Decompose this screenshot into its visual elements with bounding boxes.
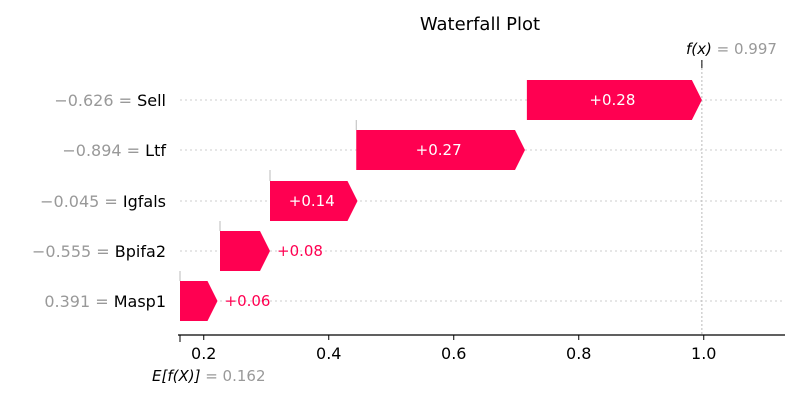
feature-value: −0.045 =: [40, 192, 123, 211]
base-value-label: E[f(X)]: [152, 367, 205, 385]
x-tick-label: 0.2: [191, 344, 216, 363]
waterfall-bar-sell: [526, 80, 702, 120]
feature-value: −0.626 =: [54, 91, 137, 110]
bar-value-label: +0.06: [225, 292, 271, 310]
waterfall-bar-bpifa2: [220, 231, 270, 271]
feature-label: 0.391 = Masp1: [44, 292, 166, 311]
x-tick-label: 0.6: [441, 344, 466, 363]
bar-value-label: +0.27: [416, 141, 462, 159]
feature-name: Masp1: [114, 292, 166, 311]
bar-value-label: +0.08: [277, 242, 323, 260]
x-tick-label: 0.8: [566, 344, 591, 363]
x-tick-label: 0.4: [316, 344, 341, 363]
feature-value: 0.391 =: [44, 292, 113, 311]
feature-name: Bpifa2: [115, 242, 166, 261]
feature-name: Ltf: [145, 141, 166, 160]
waterfall-bar-igfals: [270, 181, 358, 221]
feature-value: −0.894 =: [62, 141, 145, 160]
feature-label: −0.626 = Sell: [54, 91, 166, 110]
bar-value-label: +0.14: [289, 192, 335, 210]
waterfall-bar-ltf: [356, 130, 525, 170]
feature-name: Igfals: [123, 192, 166, 211]
output-value-text: = 0.997: [717, 40, 777, 58]
bars-layer: +0.28 +0.27 +0.14 +0.08 +0.06: [179, 80, 702, 321]
x-axis: 0.2 0.4 0.6 0.8 1.0: [178, 334, 785, 363]
waterfall-bar-masp1: [180, 281, 218, 321]
output-value-annotation: f(x) = 0.997: [686, 40, 777, 58]
feature-labels: −0.626 = Sell −0.894 = Ltf −0.045 = Igfals…: [32, 91, 166, 311]
feature-label: −0.555 = Bpifa2: [32, 242, 166, 261]
x-tick-label: 1.0: [691, 344, 716, 363]
feature-label: −0.894 = Ltf: [62, 141, 166, 160]
output-value-label: f(x): [686, 40, 717, 58]
feature-label: −0.045 = Igfals: [40, 192, 166, 211]
feature-value: −0.555 =: [32, 242, 115, 261]
feature-name: Sell: [137, 91, 166, 110]
chart-title: Waterfall Plot: [420, 14, 540, 35]
base-value-text: = 0.162: [205, 367, 265, 385]
annotations: E[f(X)] = 0.162 f(x) = 0.997: [152, 40, 777, 385]
bar-value-label: +0.28: [589, 91, 635, 109]
base-value-annotation: E[f(X)] = 0.162: [152, 367, 266, 385]
